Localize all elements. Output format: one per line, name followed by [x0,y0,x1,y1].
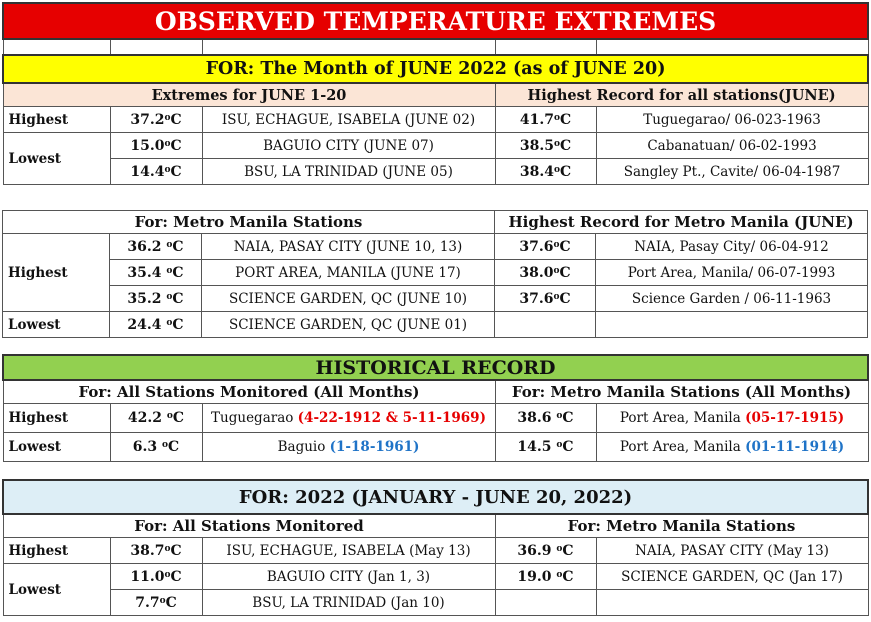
metro-high-station-3: SCIENCE GARDEN, QC (JUNE 10) [200,285,496,312]
historical-mm-high-station: Port Area, Manila (05-17-1915) [595,403,869,433]
june-lowest-label: Lowest [2,132,111,185]
page-title: OBSERVED TEMPERATURE EXTREMES [1,2,870,40]
year-mm-high-temp: 36.9 oC [494,537,597,564]
year-low-temp-1: 11.0oC [109,563,203,590]
historical-mm-high-temp: 38.6 oC [494,403,597,433]
historical-metro-header: For: Metro Manila Stations (All Months) [494,379,869,404]
june-extremes-header: Extremes for JUNE 1-20 [2,82,496,107]
metro-rec-station-2: Port Area, Manila/ 06-07-1993 [595,259,869,286]
june-rec-station-2: Cabanatuan/ 06-02-1993 [595,132,869,159]
metro-low-temp: 24.4 oC [109,311,202,338]
historical-highest-label: Highest [2,403,111,433]
june-rec-temp-2: 38.5oC [494,132,597,159]
historical-low-temp: 6.3 oC [109,432,203,462]
metro-low-station: SCIENCE GARDEN, QC (JUNE 01) [200,311,496,338]
year-empty-cell-1 [494,589,597,616]
year-low-station-1: BAGUIO CITY (Jan 1, 3) [201,563,496,590]
historical-high-temp: 42.2 oC [109,403,203,433]
metro-empty-cell-2 [595,311,869,338]
year-mm-low-temp: 19.0 oC [494,563,597,590]
year-high-temp: 38.7oC [109,537,203,564]
historical-banner: HISTORICAL RECORD [1,354,870,381]
june-rec-station-1: Tuguegarao/ 06-023-1963 [595,106,869,133]
metro-rec-temp-1: 37.6oC [494,233,597,260]
june-rec-temp-3: 38.4oC [494,158,597,185]
historical-mm-low-station: Port Area, Manila (01-11-1914) [595,432,869,462]
year-highest-label: Highest [2,537,111,564]
metro-rec-temp-3: 37.6oC [494,285,597,312]
metro-lowest-label: Lowest [2,311,110,338]
metro-block: For: Metro Manila Stations Highest Recor… [1,210,869,338]
metro-record-header: Highest Record for Metro Manila (JUNE) [494,210,869,234]
june-high-temp: 37.2oC [109,106,203,133]
year-all-header: For: All Stations Monitored [2,513,496,538]
metro-rec-station-3: Science Garden / 06-11-1963 [595,285,869,312]
june-low-temp-1: 15.0oC [109,132,203,159]
metro-high-temp-2: 35.4 oC [109,259,202,286]
metro-high-station-2: PORT AREA, MANILA (JUNE 17) [200,259,496,286]
year-mm-low-station: SCIENCE GARDEN, QC (Jan 17) [595,563,869,590]
june-low-station-2: BSU, LA TRINIDAD (JUNE 05) [201,158,496,185]
year-empty-cell-2 [595,589,869,616]
june-rec-temp-1: 41.7oC [494,106,597,133]
month-banner: FOR: The Month of JUNE 2022 (as of JUNE … [1,54,870,84]
june-low-temp-2: 14.4oC [109,158,203,185]
june-record-header: Highest Record for all stations(JUNE) [494,82,869,107]
june-rec-station-3: Sangley Pt., Cavite/ 06-04-1987 [595,158,869,185]
metro-header: For: Metro Manila Stations [1,210,496,234]
year-low-station-2: BSU, LA TRINIDAD (Jan 10) [201,589,496,616]
metro-high-temp-3: 35.2 oC [109,285,202,312]
historical-high-station: Tuguegarao (4-22-1912 & 5-11-1969) [201,403,496,433]
june-high-station: ISU, ECHAGUE, ISABELA (JUNE 02) [201,106,496,133]
year-high-station: ISU, ECHAGUE, ISABELA (May 13) [201,537,496,564]
year-low-temp-2: 7.7oC [109,589,203,616]
historical-mm-low-temp: 14.5 oC [494,432,597,462]
metro-rec-station-1: NAIA, Pasay City/ 06-04-912 [595,233,869,260]
metro-highest-label: Highest [2,233,110,312]
year-metro-header: For: Metro Manila Stations [494,513,869,538]
year-banner: FOR: 2022 (JANUARY - JUNE 20, 2022) [1,479,870,515]
june-highest-label: Highest [2,106,111,133]
year-mm-high-station: NAIA, PASAY CITY (May 13) [595,537,869,564]
june-low-station-1: BAGUIO CITY (JUNE 07) [201,132,496,159]
year-lowest-label: Lowest [2,563,111,616]
metro-high-station-1: NAIA, PASAY CITY (JUNE 10, 13) [200,233,496,260]
metro-empty-cell-1 [494,311,597,338]
historical-low-station: Baguio (1-18-1961) [201,432,496,462]
metro-rec-temp-2: 38.0oC [494,259,597,286]
year-block: FOR: 2022 (JANUARY - JUNE 20, 2022) For:… [1,479,870,616]
metro-high-temp-1: 36.2 oC [109,233,202,260]
historical-all-header: For: All Stations Monitored (All Months) [2,379,496,404]
historical-block: HISTORICAL RECORD For: All Stations Moni… [1,354,870,462]
june-block: OBSERVED TEMPERATURE EXTREMES FOR: The M… [1,2,870,185]
historical-lowest-label: Lowest [2,432,111,462]
